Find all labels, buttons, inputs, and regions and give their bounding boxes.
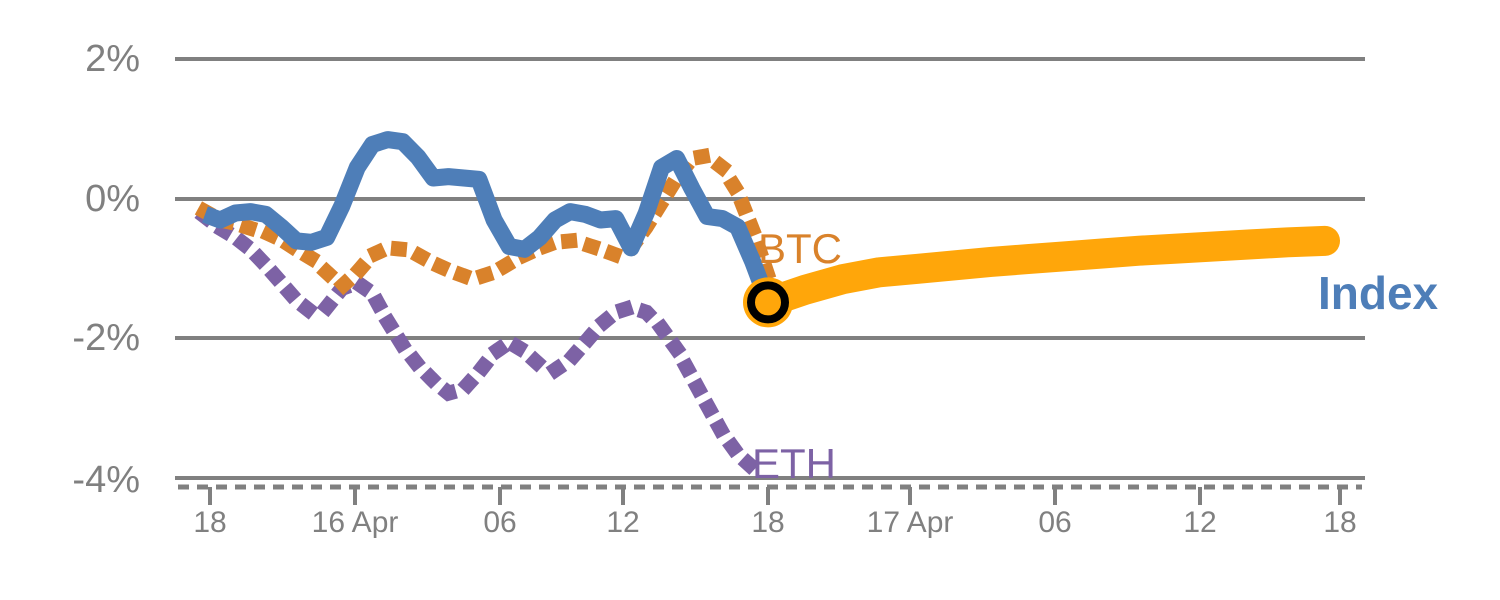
series-line-index	[202, 131, 776, 306]
x-tick-label-2: 06	[483, 506, 517, 539]
series-line-btc	[194, 147, 778, 297]
x-tick-label-5: 17 Apr	[866, 506, 954, 539]
current-point-ring	[747, 281, 789, 324]
x-tick-label-6: 06	[1038, 506, 1072, 539]
x-tick-label-3: 12	[606, 506, 640, 539]
x-tick-label-1: 16 Apr	[311, 506, 399, 539]
gridlines	[175, 57, 1365, 480]
y-tick-label-0pct: 0%	[85, 178, 140, 220]
current-point-marker[interactable]	[743, 277, 793, 328]
x-axis-ticks	[208, 487, 1342, 505]
x-tick-label-8: 18	[1323, 506, 1357, 539]
x-tick-label-4: 18	[751, 506, 785, 539]
x-tick-label-0: 18	[193, 506, 227, 539]
y-tick-label-neg2pct: -2%	[72, 317, 140, 359]
series-line-forecast	[753, 225, 1340, 318]
series-label-btc: BTC	[758, 225, 842, 272]
y-tick-label-2pct: 2%	[85, 38, 140, 80]
y-tick-label-neg4pct: -4%	[72, 459, 140, 501]
x-tick-label-7: 12	[1183, 506, 1217, 539]
series-line-eth	[194, 205, 778, 483]
series-label-index: Index	[1318, 267, 1439, 319]
series-label-eth: ETH	[752, 440, 836, 487]
